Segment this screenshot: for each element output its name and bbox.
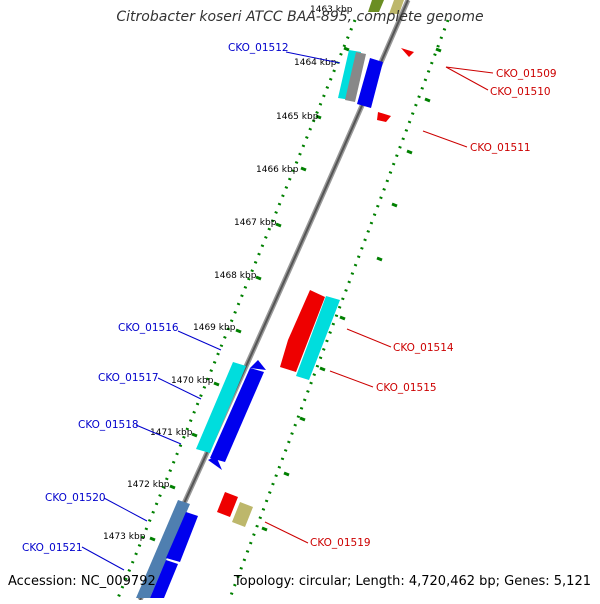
feature-red-01519[interactable] (217, 492, 238, 517)
ruler-ticks (149, 46, 350, 542)
gene-label-CKO_01518: CKO_01518 (78, 419, 139, 431)
feature-blue-arrow-01518[interactable] (208, 456, 222, 470)
ruler-label-10: 1473 kbp (103, 532, 146, 542)
ruler-labels: 1463 kbp 1464 kbp 1465 kbp 1466 kbp 1467 kbp… (103, 5, 353, 542)
gene-label-CKO_01511: CKO_01511 (470, 142, 531, 154)
ruler-label-1: 1464 kbp (294, 58, 337, 68)
ruler-label-3: 1466 kbp (256, 165, 299, 175)
gene-label-CKO_01515: CKO_01515 (376, 382, 437, 394)
gene-label-CKO_01519: CKO_01519 (310, 537, 371, 549)
gene-label-CKO_01516: CKO_01516 (118, 322, 179, 334)
gene-label-CKO_01509: CKO_01509 (496, 68, 557, 80)
right-connectors (264, 66, 494, 544)
accession-label: Accession: NC_009792 (8, 574, 156, 589)
feature-blue-01517[interactable] (210, 368, 264, 462)
feature-tan-01519[interactable] (232, 502, 253, 527)
feature-steel-01520[interactable] (136, 500, 190, 598)
ruler-label-4: 1467 kbp (234, 218, 277, 228)
feature-olive-top[interactable] (368, 0, 384, 12)
ruler-label-8: 1471 kbp (150, 428, 193, 438)
feature-blue-01512[interactable] (357, 58, 383, 108)
feature-grey-01512[interactable] (345, 52, 366, 102)
outer-track-ticks (261, 47, 442, 532)
feature-red-01511[interactable] (377, 112, 391, 122)
gene-label-CKO_01521: CKO_01521 (22, 542, 83, 554)
feature-blue-01521[interactable] (150, 560, 178, 598)
feature-red-01509[interactable] (401, 48, 414, 57)
gene-features (136, 0, 414, 598)
feature-blue-01520[interactable] (166, 512, 198, 562)
outer-track (228, 19, 450, 599)
feature-red-01514[interactable] (280, 290, 325, 372)
ruler-label-0: 1463 kbp (310, 5, 353, 15)
feature-cyan-01515[interactable] (296, 296, 340, 380)
left-gene-labels: CKO_01512 CKO_01516 CKO_01517 CKO_01518 CKO_… (22, 42, 289, 554)
topology-summary: Topology: circular; Length: 4,720,462 bp… (233, 574, 591, 589)
left-connectors (81, 51, 341, 571)
ruler-label-2: 1465 kbp (276, 112, 319, 122)
ruler-label-5: 1468 kbp (214, 271, 257, 281)
feature-cyan-01516[interactable] (196, 362, 246, 453)
map-title: Citrobacter koseri ATCC BAA-895, complet… (116, 9, 484, 25)
gene-label-CKO_01512: CKO_01512 (228, 42, 289, 54)
gene-label-CKO_01520: CKO_01520 (45, 492, 106, 504)
gene-label-CKO_01517: CKO_01517 (98, 372, 159, 384)
right-gene-labels: CKO_01509 CKO_01510 CKO_01511 CKO_01514 CKO_… (310, 68, 557, 549)
ruler-label-7: 1470 kbp (171, 376, 214, 386)
gene-label-CKO_01514: CKO_01514 (393, 342, 454, 354)
feature-tan-top[interactable] (389, 0, 404, 14)
feature-blue-arrow-01516[interactable] (250, 360, 266, 370)
gene-label-CKO_01510: CKO_01510 (490, 86, 551, 98)
ruler-label-6: 1469 kbp (193, 323, 236, 333)
ruler-label-9: 1472 kbp (127, 480, 170, 490)
